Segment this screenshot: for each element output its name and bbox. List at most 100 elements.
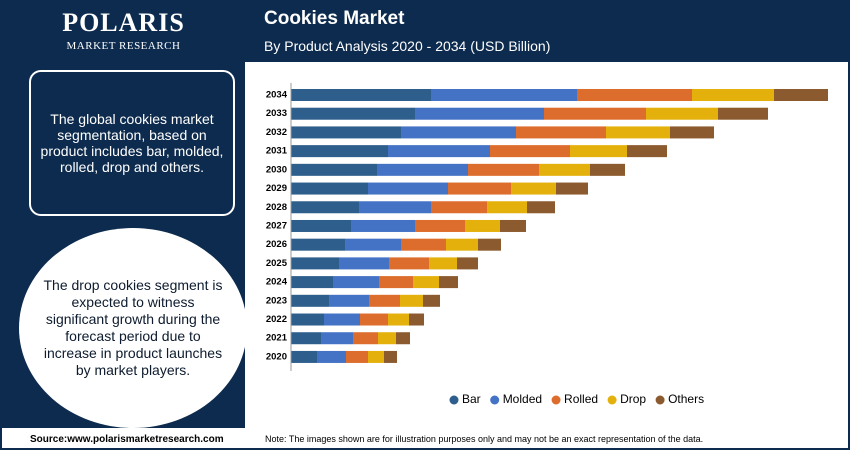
bar-segment — [378, 332, 396, 345]
source: Source:www.polarismarketresearch.com — [30, 434, 224, 445]
bar-segment — [446, 238, 478, 251]
bar-segment — [291, 238, 345, 251]
legend-label: Molded — [503, 392, 542, 406]
bar-segment — [317, 350, 346, 363]
bar-segment — [544, 107, 646, 120]
legend-label: Others — [668, 392, 704, 406]
bar-segment — [368, 182, 448, 195]
bar-segment — [388, 313, 409, 326]
bar-segment — [346, 350, 368, 363]
logo-name: POLARIS — [62, 8, 185, 37]
logo-sub: MARKET RESEARCH — [66, 40, 181, 52]
y-tick-label: 2022 — [266, 314, 287, 325]
y-tick-label: 2032 — [266, 127, 287, 138]
bar-segment — [291, 107, 415, 120]
bar-segment — [465, 219, 500, 232]
bar-segment — [291, 276, 333, 289]
bar-segment — [457, 257, 478, 270]
bar-segment — [448, 182, 511, 195]
bar-segment — [590, 163, 625, 176]
legend-swatch — [607, 395, 617, 405]
bar-segment — [423, 294, 440, 307]
bar-segment — [291, 163, 377, 176]
y-tick-label: 2020 — [266, 351, 287, 362]
y-tick-label: 2027 — [266, 220, 287, 231]
bar-segment — [400, 294, 423, 307]
bar-segment — [478, 238, 501, 251]
bar-segment — [431, 89, 577, 101]
legend-swatch — [490, 395, 500, 405]
y-tick-label: 2033 — [266, 108, 287, 119]
bar-segment — [511, 182, 556, 195]
y-tick-label: 2034 — [266, 90, 288, 101]
bar-segment — [487, 201, 527, 214]
bar-segment — [321, 332, 353, 345]
bar-segment — [351, 219, 415, 232]
bar-segment — [500, 219, 526, 232]
bar-segment — [401, 126, 516, 139]
bar-segment — [291, 350, 317, 363]
y-tick-label: 2026 — [266, 239, 287, 250]
bar-segment — [291, 89, 431, 101]
chart-title: Cookies Market — [264, 8, 405, 29]
bar-segment — [527, 201, 555, 214]
bar-segment — [439, 276, 458, 289]
legend-label: Bar — [462, 392, 481, 406]
bar-segment — [606, 126, 670, 139]
y-tick-label: 2025 — [266, 258, 288, 269]
bar-segment — [490, 145, 570, 158]
bar-segment — [329, 294, 369, 307]
y-tick-label: 2021 — [266, 333, 288, 344]
bar-segment — [339, 257, 389, 270]
bar-segment — [360, 313, 388, 326]
bar-segment — [415, 219, 465, 232]
bar-segment — [353, 332, 378, 345]
bar-segment — [291, 201, 359, 214]
bar-segment — [413, 276, 439, 289]
bar-segment — [468, 163, 539, 176]
bar-segment — [333, 276, 379, 289]
bar-segment — [384, 350, 397, 363]
bar-segment — [431, 201, 487, 214]
bar-segment — [539, 163, 590, 176]
bar-segment — [670, 126, 714, 139]
bar-segment — [692, 89, 774, 101]
bar-segment — [718, 107, 768, 120]
bar-segment — [291, 219, 351, 232]
bar-segment — [291, 257, 339, 270]
bar-segment — [345, 238, 401, 251]
info-box: The global cookies market segmentation, … — [29, 70, 235, 216]
bar-segment — [377, 163, 468, 176]
bar-segment — [291, 145, 388, 158]
bar-segment — [516, 126, 606, 139]
bar-segment — [570, 145, 627, 158]
bar-segment — [389, 257, 429, 270]
y-tick-label: 2023 — [266, 295, 287, 306]
bar-segment — [379, 276, 413, 289]
bar-segment — [291, 294, 329, 307]
bar-segment — [627, 145, 667, 158]
bar-segment — [359, 201, 431, 214]
bar-segment — [291, 313, 324, 326]
chart-subtitle: By Product Analysis 2020 - 2034 (USD Bil… — [264, 38, 551, 54]
legend-label: Rolled — [564, 392, 598, 406]
bar-segment — [429, 257, 457, 270]
legend-label: Drop — [620, 392, 646, 406]
bar-segment — [401, 238, 446, 251]
bar-segment — [577, 89, 692, 101]
bar-segment — [369, 294, 400, 307]
legend-swatch — [449, 395, 459, 405]
bar-segment — [368, 350, 384, 363]
bar-segment — [388, 145, 490, 158]
bar-segment — [291, 332, 321, 345]
bar-segment — [291, 126, 401, 139]
y-tick-label: 2028 — [266, 202, 287, 213]
bar-segment — [774, 89, 828, 101]
y-tick-label: 2029 — [266, 183, 287, 194]
bar-segment — [409, 313, 424, 326]
y-tick-label: 2024 — [266, 277, 288, 288]
legend-swatch — [655, 395, 665, 405]
y-tick-label: 2030 — [266, 164, 287, 175]
